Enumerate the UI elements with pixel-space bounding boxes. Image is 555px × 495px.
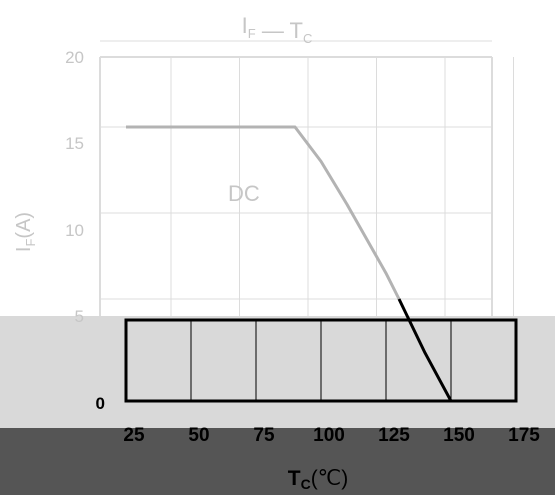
y-axis-label: IF(A) [13, 212, 38, 252]
x-tick-label: 50 [188, 425, 209, 446]
chart-title: IF — TC [242, 13, 313, 46]
x-tick-label: 175 [508, 425, 540, 446]
x-tick-label: 150 [443, 425, 475, 446]
y-tick-label: 5 [75, 307, 84, 326]
dc-annotation: DC [228, 181, 260, 206]
y-tick-label: 15 [65, 134, 84, 153]
background-band-dark [0, 428, 555, 495]
x-tick-label: 100 [313, 425, 345, 446]
x-tick-label: 75 [253, 425, 275, 446]
x-tick-label: 125 [378, 425, 410, 446]
x-tick-label: 25 [123, 425, 145, 446]
x-axis-label: TC(℃) [288, 467, 349, 492]
y-tick-label: 10 [65, 221, 84, 240]
y-tick-label: 0 [96, 394, 105, 413]
curve-lower [397, 298, 453, 402]
y-tick-label: 20 [65, 48, 84, 67]
background-band-light [0, 316, 555, 428]
curve-upper [126, 125, 401, 300]
